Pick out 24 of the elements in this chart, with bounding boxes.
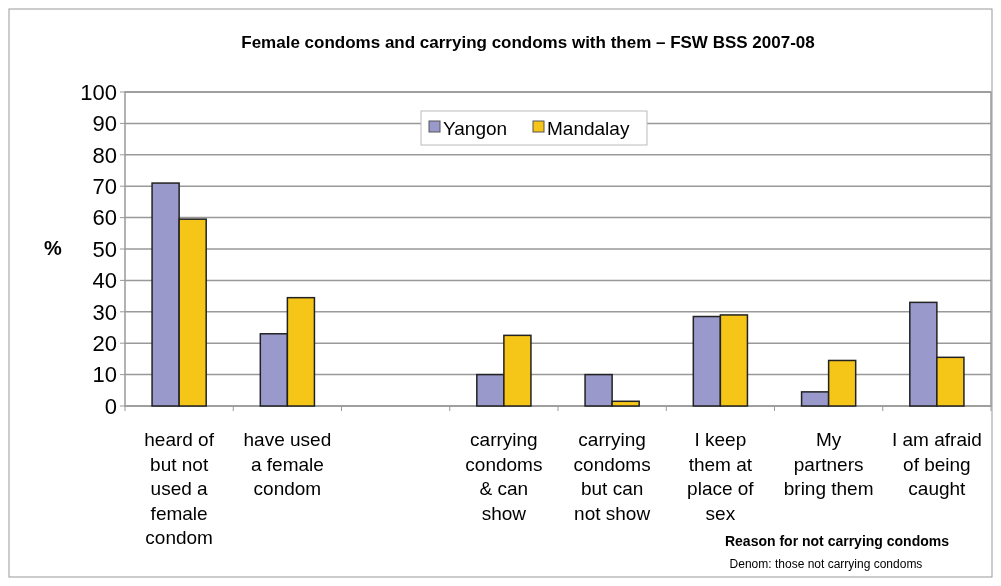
y-tick-label: 40 bbox=[92, 268, 117, 294]
legend-label: Yangon bbox=[443, 117, 508, 139]
y-axis-title: % bbox=[44, 237, 63, 259]
y-tick-label: 30 bbox=[92, 299, 117, 325]
x-tick-label: have used a female condom bbox=[243, 429, 332, 499]
y-tick-label: 100 bbox=[80, 79, 117, 105]
text: Denom: those not carrying condoms bbox=[729, 557, 923, 571]
text: Reason for not carrying condoms bbox=[724, 533, 950, 549]
x-tick-label: heard of but not used a female condom bbox=[144, 429, 215, 548]
x-tick-label: I keep them at place of sex bbox=[687, 429, 755, 524]
y-tick-label: 50 bbox=[92, 236, 117, 262]
y-tick-label: 60 bbox=[92, 205, 117, 231]
y-tick-label: 0 bbox=[104, 393, 117, 419]
y-tick-label: 70 bbox=[92, 173, 117, 199]
x-tick-label: carrying condoms but can not show bbox=[573, 429, 651, 524]
legend-label: Mandalay bbox=[547, 117, 630, 139]
chart-title: Female condoms and carrying condoms with them – FSW BSS 2007-08 bbox=[241, 33, 815, 52]
x-tick-label: My partners bring them bbox=[783, 429, 874, 499]
x-tick-label: I am afraid of being caught bbox=[891, 429, 982, 499]
y-tick-label: 20 bbox=[92, 330, 117, 356]
x-tick-label: carrying condoms & can show bbox=[465, 429, 543, 524]
y-tick-label: 10 bbox=[92, 362, 117, 388]
y-tick-label: 80 bbox=[92, 142, 117, 168]
y-tick-label: 90 bbox=[92, 111, 117, 137]
